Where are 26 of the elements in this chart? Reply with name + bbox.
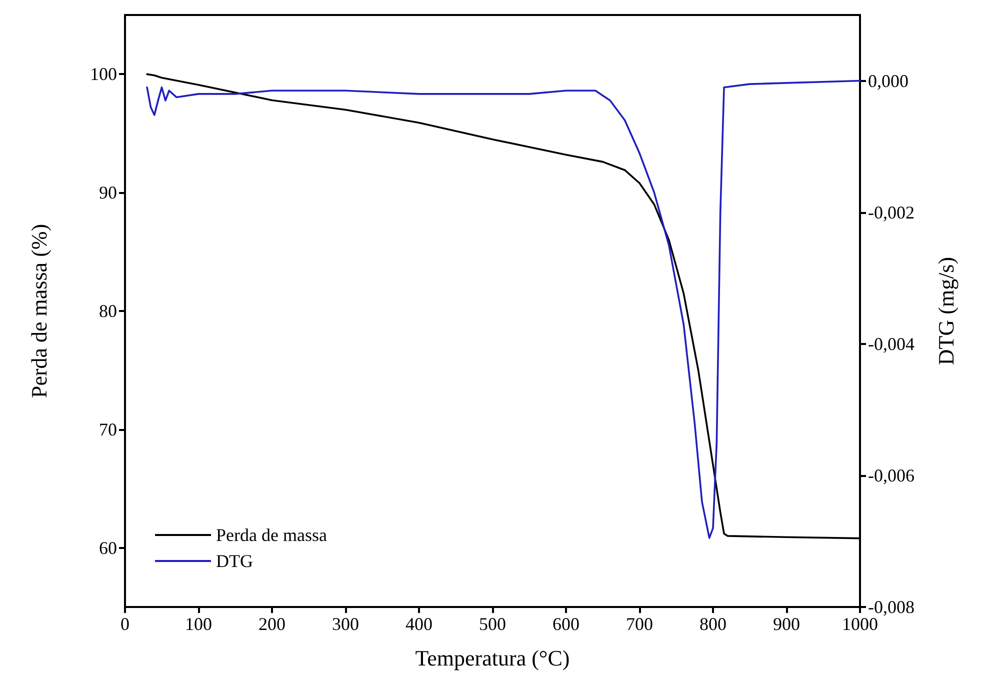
y2-tick-label: -0,008 [868,597,914,617]
x-tick-label: 600 [552,614,580,634]
x-tick-label: 300 [332,614,359,634]
y-tick-label: 100 [90,64,117,84]
legend-label: DTG [216,551,253,571]
y2-tick-label: -0,004 [868,334,914,354]
legend-label: Perda de massa [216,525,327,545]
y-tick-label: 60 [99,538,117,558]
x-tick-label: 800 [700,614,726,634]
x-tick-label: 200 [258,614,286,634]
y2-tick-label: 0,000 [868,70,908,91]
x-tick-label: 500 [479,614,506,634]
y-tick-label: 90 [99,182,117,203]
x-tick-label: 900 [773,614,800,634]
x-tick-label: 700 [626,614,653,634]
y2-axis-title: DTG (mg/s) [934,256,958,366]
x-axis-title: Temperatura (°C) [415,646,570,670]
x-tick-label: 400 [406,614,432,634]
x-tick-label: 1000 [842,614,878,634]
y-tick-label: 80 [99,301,117,321]
x-tick-label: 100 [185,614,212,634]
x-tick-label: 0 [120,614,130,634]
y2-tick-label: -0,002 [868,202,914,222]
y-tick-label: 70 [99,419,117,440]
y-axis-title: Perda de massa (%) [26,224,52,398]
y2-tick-label: -0,006 [868,465,914,486]
